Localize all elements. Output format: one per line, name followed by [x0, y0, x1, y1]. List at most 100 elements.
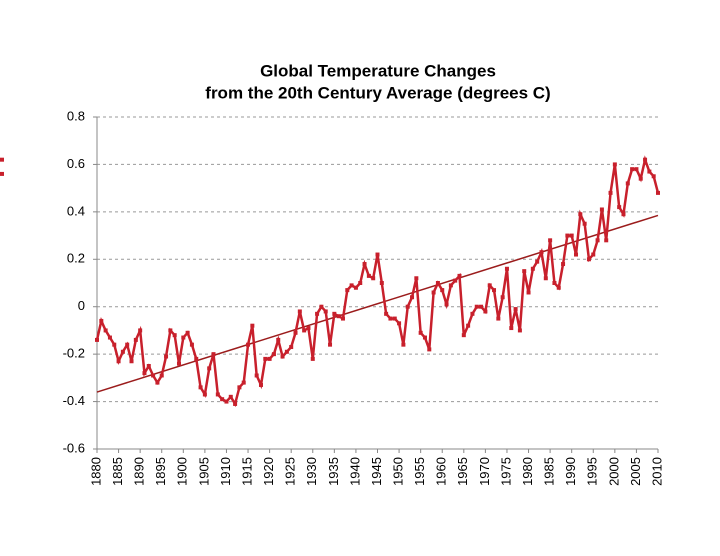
- data-point: [500, 295, 505, 300]
- data-point: [293, 330, 298, 335]
- data-point: [643, 157, 648, 162]
- data-point: [651, 174, 656, 179]
- x-tick-label: 1905: [196, 457, 211, 486]
- data-point: [548, 238, 553, 243]
- data-point: [457, 273, 462, 278]
- data-point: [194, 356, 199, 361]
- data-point: [0, 157, 4, 162]
- data-point: [630, 167, 635, 172]
- data-point: [461, 333, 466, 338]
- data-point: [276, 337, 281, 342]
- data-point: [207, 366, 212, 371]
- data-point: [513, 307, 518, 312]
- data-point: [582, 221, 587, 226]
- data-point: [362, 262, 367, 267]
- data-point: [271, 352, 276, 357]
- data-point: [284, 349, 289, 354]
- data-point: [306, 326, 311, 331]
- x-tick-label: 1910: [218, 457, 233, 486]
- data-point: [103, 328, 108, 333]
- data-point: [211, 352, 216, 357]
- data-point: [552, 281, 557, 285]
- x-tick-label: 1915: [239, 457, 254, 486]
- data-point: [328, 342, 333, 347]
- data-point: [336, 314, 341, 319]
- x-tick-label: 1890: [132, 457, 147, 486]
- data-point: [246, 342, 251, 347]
- data-point: [250, 323, 255, 328]
- data-point: [578, 212, 583, 217]
- data-point: [621, 212, 626, 217]
- x-tick-label: 1895: [153, 457, 168, 486]
- data-point: [263, 356, 268, 361]
- y-tick-label: 0.2: [67, 251, 85, 266]
- data-point: [586, 257, 591, 262]
- data-point: [384, 311, 389, 316]
- data-point: [530, 266, 535, 271]
- data-point: [647, 169, 652, 174]
- data-point: [535, 259, 540, 264]
- data-point: [151, 373, 156, 378]
- data-point: [656, 190, 660, 195]
- data-point: [401, 342, 406, 347]
- y-tick-label: 0.6: [67, 156, 85, 171]
- data-point: [133, 337, 138, 342]
- data-point: [427, 347, 432, 352]
- x-tick-label: 1990: [563, 457, 578, 486]
- data-point: [375, 252, 380, 257]
- data-point: [332, 311, 337, 316]
- data-point: [414, 276, 419, 281]
- x-tick-label: 1970: [477, 457, 492, 486]
- y-tick-label: 0.4: [67, 203, 85, 218]
- data-point: [185, 330, 190, 335]
- data-point: [258, 382, 263, 387]
- data-point: [379, 281, 384, 285]
- data-point: [202, 392, 207, 397]
- x-tick-label: 1900: [175, 457, 190, 486]
- data-point: [612, 162, 617, 167]
- data-point: [267, 356, 272, 361]
- data-point: [125, 342, 130, 347]
- data-point: [358, 281, 363, 285]
- data-point: [517, 328, 522, 333]
- data-point: [504, 266, 509, 271]
- data-point: [474, 304, 479, 309]
- x-tick-label: 2010: [649, 457, 664, 486]
- data-point: [164, 354, 169, 359]
- data-point: [405, 304, 410, 309]
- data-point: [509, 326, 514, 331]
- data-point: [181, 335, 186, 340]
- data-point: [168, 328, 173, 333]
- y-tick-label: -0.6: [63, 440, 85, 455]
- data-point: [496, 316, 501, 321]
- x-tick-label: 1995: [585, 457, 600, 486]
- data-point: [349, 283, 354, 288]
- x-tick-label: 1935: [326, 457, 341, 486]
- data-point: [418, 330, 423, 335]
- y-tick-label: 0: [78, 298, 85, 313]
- data-point: [492, 288, 497, 293]
- data-point: [569, 233, 574, 238]
- data-point: [310, 356, 315, 361]
- x-tick-label: 1880: [88, 457, 103, 486]
- data-point: [591, 252, 596, 257]
- data-point: [470, 311, 475, 316]
- data-point: [448, 283, 453, 288]
- data-point: [483, 309, 488, 314]
- data-point: [159, 373, 164, 378]
- data-point: [599, 207, 604, 212]
- data-point: [392, 316, 397, 321]
- data-point: [634, 167, 639, 172]
- x-tick-label: 1965: [455, 457, 470, 486]
- data-point: [539, 250, 544, 255]
- data-point: [120, 349, 125, 354]
- x-tick-label: 1940: [347, 457, 362, 486]
- data-point: [561, 262, 566, 267]
- data-point: [595, 238, 600, 243]
- y-tick-label: -0.2: [63, 346, 85, 361]
- chart-title: from the 20th Century Average (degrees C…: [205, 83, 550, 102]
- data-point: [625, 181, 630, 186]
- x-tick-label: 1930: [304, 457, 319, 486]
- x-tick-label: 1925: [283, 457, 298, 486]
- data-point: [224, 399, 229, 404]
